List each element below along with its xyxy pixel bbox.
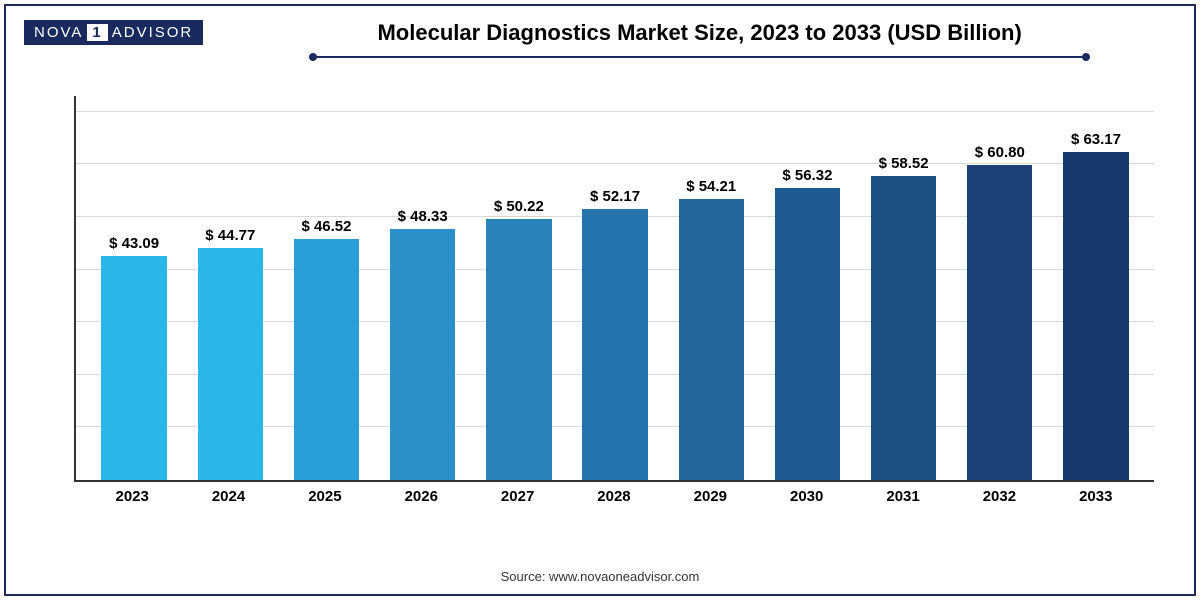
- bar-group: $ 54.21: [663, 96, 759, 480]
- title-wrap: Molecular Diagnostics Market Size, 2023 …: [223, 20, 1176, 58]
- bar: [582, 209, 647, 480]
- x-axis-label: 2032: [951, 488, 1047, 514]
- chart-area: $ 43.09 $ 44.77 $ 46.52 $ 48.33 $ 50.22 $ 52.…: [74, 96, 1154, 514]
- x-axis-label: 2030: [759, 488, 855, 514]
- bar-group: $ 50.22: [471, 96, 567, 480]
- logo-part1: NOVA: [34, 24, 83, 41]
- bar-group: $ 63.17: [1048, 96, 1144, 480]
- bar-group: $ 52.17: [567, 96, 663, 480]
- bar-value-label: $ 56.32: [782, 167, 832, 184]
- bar-value-label: $ 46.52: [301, 218, 351, 235]
- bars-container: $ 43.09 $ 44.77 $ 46.52 $ 48.33 $ 50.22 $ 52.…: [76, 96, 1154, 480]
- bar-value-label: $ 60.80: [975, 144, 1025, 161]
- bar-group: $ 58.52: [856, 96, 952, 480]
- bar: [871, 176, 936, 480]
- bar: [294, 239, 359, 480]
- x-axis-label: 2024: [180, 488, 276, 514]
- x-axis-label: 2026: [373, 488, 469, 514]
- bar-value-label: $ 52.17: [590, 188, 640, 205]
- bar-group: $ 46.52: [278, 96, 374, 480]
- x-axis-label: 2023: [84, 488, 180, 514]
- bar-value-label: $ 50.22: [494, 198, 544, 215]
- bar: [679, 199, 744, 480]
- bar: [101, 256, 166, 480]
- x-axis-labels: 2023202420252026202720282029203020312032…: [74, 482, 1154, 514]
- logo-part2: 1: [87, 24, 107, 41]
- bar: [967, 165, 1032, 481]
- chart-title: Molecular Diagnostics Market Size, 2023 …: [223, 20, 1176, 46]
- x-axis-label: 2031: [855, 488, 951, 514]
- brand-logo: NOVA 1 ADVISOR: [24, 20, 203, 45]
- x-axis-label: 2028: [566, 488, 662, 514]
- bar: [486, 219, 551, 480]
- bar-value-label: $ 54.21: [686, 178, 736, 195]
- bar-value-label: $ 44.77: [205, 227, 255, 244]
- bar: [390, 229, 455, 480]
- bar-group: $ 60.80: [952, 96, 1048, 480]
- bar-group: $ 48.33: [375, 96, 471, 480]
- header: NOVA 1 ADVISOR Molecular Diagnostics Mar…: [6, 6, 1194, 58]
- bar: [775, 188, 840, 480]
- chart-frame: NOVA 1 ADVISOR Molecular Diagnostics Mar…: [4, 4, 1196, 596]
- title-divider: [313, 56, 1086, 58]
- bar-value-label: $ 58.52: [879, 155, 929, 172]
- plot-area: $ 43.09 $ 44.77 $ 46.52 $ 48.33 $ 50.22 $ 52.…: [74, 96, 1154, 482]
- logo-part3: ADVISOR: [112, 24, 194, 41]
- x-axis-label: 2025: [277, 488, 373, 514]
- bar-value-label: $ 43.09: [109, 235, 159, 252]
- x-axis-label: 2033: [1048, 488, 1144, 514]
- bar-group: $ 43.09: [86, 96, 182, 480]
- bar-group: $ 44.77: [182, 96, 278, 480]
- x-axis-label: 2027: [469, 488, 565, 514]
- bar-value-label: $ 63.17: [1071, 131, 1121, 148]
- bar-group: $ 56.32: [759, 96, 855, 480]
- bar: [1063, 152, 1128, 480]
- source-text: Source: www.novaoneadvisor.com: [6, 569, 1194, 584]
- x-axis-label: 2029: [662, 488, 758, 514]
- bar-value-label: $ 48.33: [398, 208, 448, 225]
- bar: [198, 248, 263, 480]
